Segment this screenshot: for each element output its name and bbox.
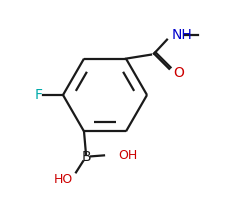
Text: F: F <box>35 88 43 102</box>
Text: OH: OH <box>118 149 137 162</box>
Text: O: O <box>173 66 184 80</box>
Text: NH: NH <box>172 28 193 42</box>
Text: B: B <box>81 150 91 164</box>
Text: HO: HO <box>54 173 73 186</box>
